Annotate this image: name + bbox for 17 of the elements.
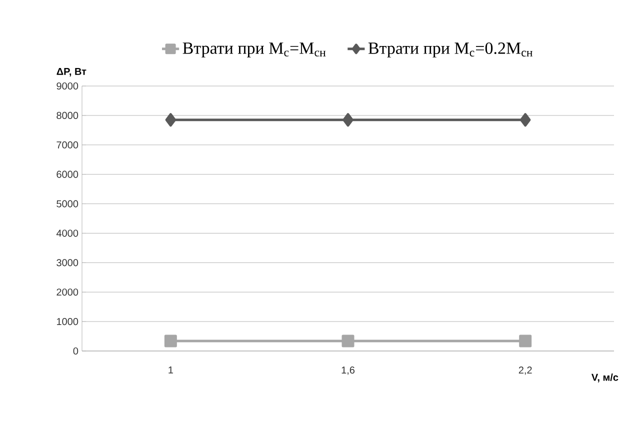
y-tick-label: 7000 xyxy=(56,141,78,148)
y-tick-label: 8000 xyxy=(56,112,78,119)
y-tick-label: 3000 xyxy=(56,259,78,266)
y-tick-label: 2000 xyxy=(56,288,78,296)
x-axis-title: V, м/с xyxy=(591,374,618,382)
x-tick-label: 1 xyxy=(168,366,173,374)
legend-label: Втрати при M$_{с}$=M$_{сн}$ xyxy=(182,42,326,58)
y-tick-label: 0 xyxy=(73,347,78,355)
y-tick-label: 9000 xyxy=(56,82,78,90)
x-tick-label: 2,2 xyxy=(518,366,532,375)
y-tick-label: 4000 xyxy=(56,230,78,237)
y-axis-title: ΔP, Вт xyxy=(56,68,86,76)
y-tick-label: 5000 xyxy=(56,200,78,208)
y-tick-label: 1000 xyxy=(56,318,78,326)
legend-label: Втрати при M$_{с}$=0.2M$_{сн}$ xyxy=(368,42,532,58)
y-tick-label: 6000 xyxy=(56,170,78,178)
x-tick-label: 1,6 xyxy=(342,366,355,375)
